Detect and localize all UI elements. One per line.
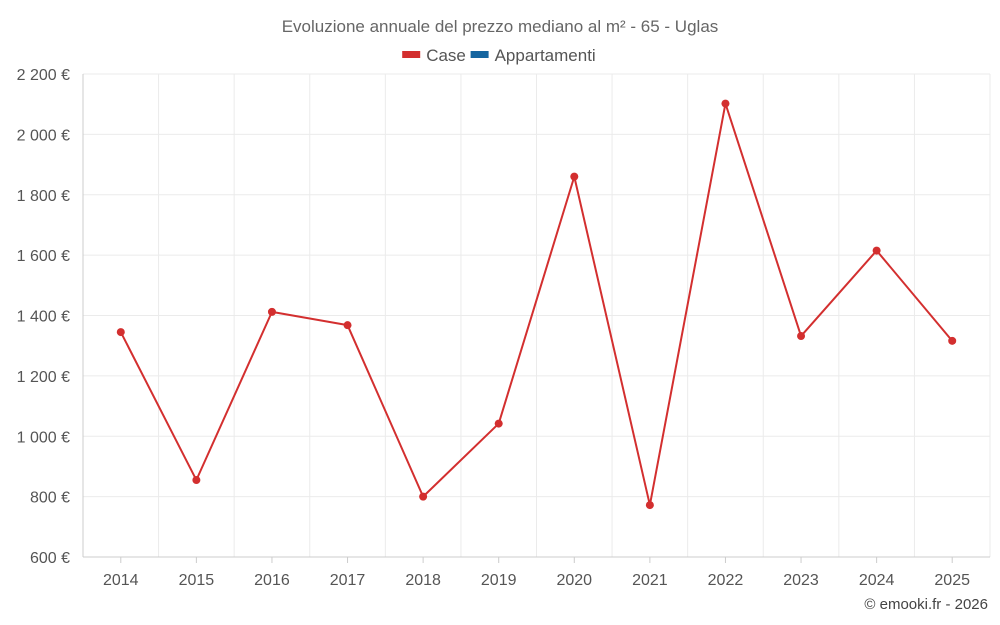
y-tick-label: 2 200 € xyxy=(17,67,70,84)
legend-swatch xyxy=(402,51,421,58)
x-tick-label: 2019 xyxy=(481,572,517,589)
data-point xyxy=(419,492,428,501)
y-tick-label: 600 € xyxy=(30,550,70,567)
series-group xyxy=(116,99,957,510)
x-tick-label: 2016 xyxy=(254,572,290,589)
legend-label: Case xyxy=(426,46,466,65)
data-point xyxy=(948,336,957,345)
data-point xyxy=(721,99,730,108)
x-tick-label: 2017 xyxy=(330,572,366,589)
y-tick-label: 800 € xyxy=(30,490,70,507)
x-tick-label: 2015 xyxy=(179,572,215,589)
data-point xyxy=(872,246,881,255)
data-point xyxy=(116,328,125,337)
data-point xyxy=(494,419,503,428)
x-tick-label: 2024 xyxy=(859,572,895,589)
x-tick-label: 2023 xyxy=(783,572,819,589)
x-tick-label: 2018 xyxy=(405,572,441,589)
data-point xyxy=(645,501,654,510)
data-point xyxy=(570,172,579,181)
data-point xyxy=(343,321,352,330)
axes xyxy=(82,74,990,558)
y-axis-ticks: 600 € 800 € 1 000 € 1 200 € 1 400 € 1 600 € 1 … xyxy=(17,67,70,567)
legend-label: Appartamenti xyxy=(495,46,596,65)
data-point xyxy=(267,307,276,316)
y-tick-label: 1 200 € xyxy=(17,369,70,386)
x-tick-label: 2025 xyxy=(934,572,970,589)
chart-title: Evoluzione annuale del prezzo mediano al… xyxy=(282,17,719,36)
x-axis-ticks: 2014 2015 2016 2017 2018 2019 2020 2021 2022 2023… xyxy=(103,557,970,589)
y-tick-label: 1 400 € xyxy=(17,309,70,326)
y-tick-label: 1 000 € xyxy=(17,429,70,446)
y-tick-label: 1 600 € xyxy=(17,248,70,265)
data-point xyxy=(797,332,806,341)
legend: Case Appartamenti xyxy=(402,46,596,65)
x-tick-label: 2014 xyxy=(103,572,139,589)
legend-swatch xyxy=(470,51,489,58)
x-tick-label: 2022 xyxy=(708,572,744,589)
x-gridlines xyxy=(82,74,991,557)
data-point xyxy=(192,476,201,485)
x-tick-label: 2021 xyxy=(632,572,668,589)
y-tick-label: 2 000 € xyxy=(17,127,70,144)
y-tick-label: 1 800 € xyxy=(17,188,70,205)
series-line-case xyxy=(119,102,953,507)
x-tick-label: 2020 xyxy=(556,572,592,589)
credit-text: © emooki.fr - 2026 xyxy=(864,596,988,613)
